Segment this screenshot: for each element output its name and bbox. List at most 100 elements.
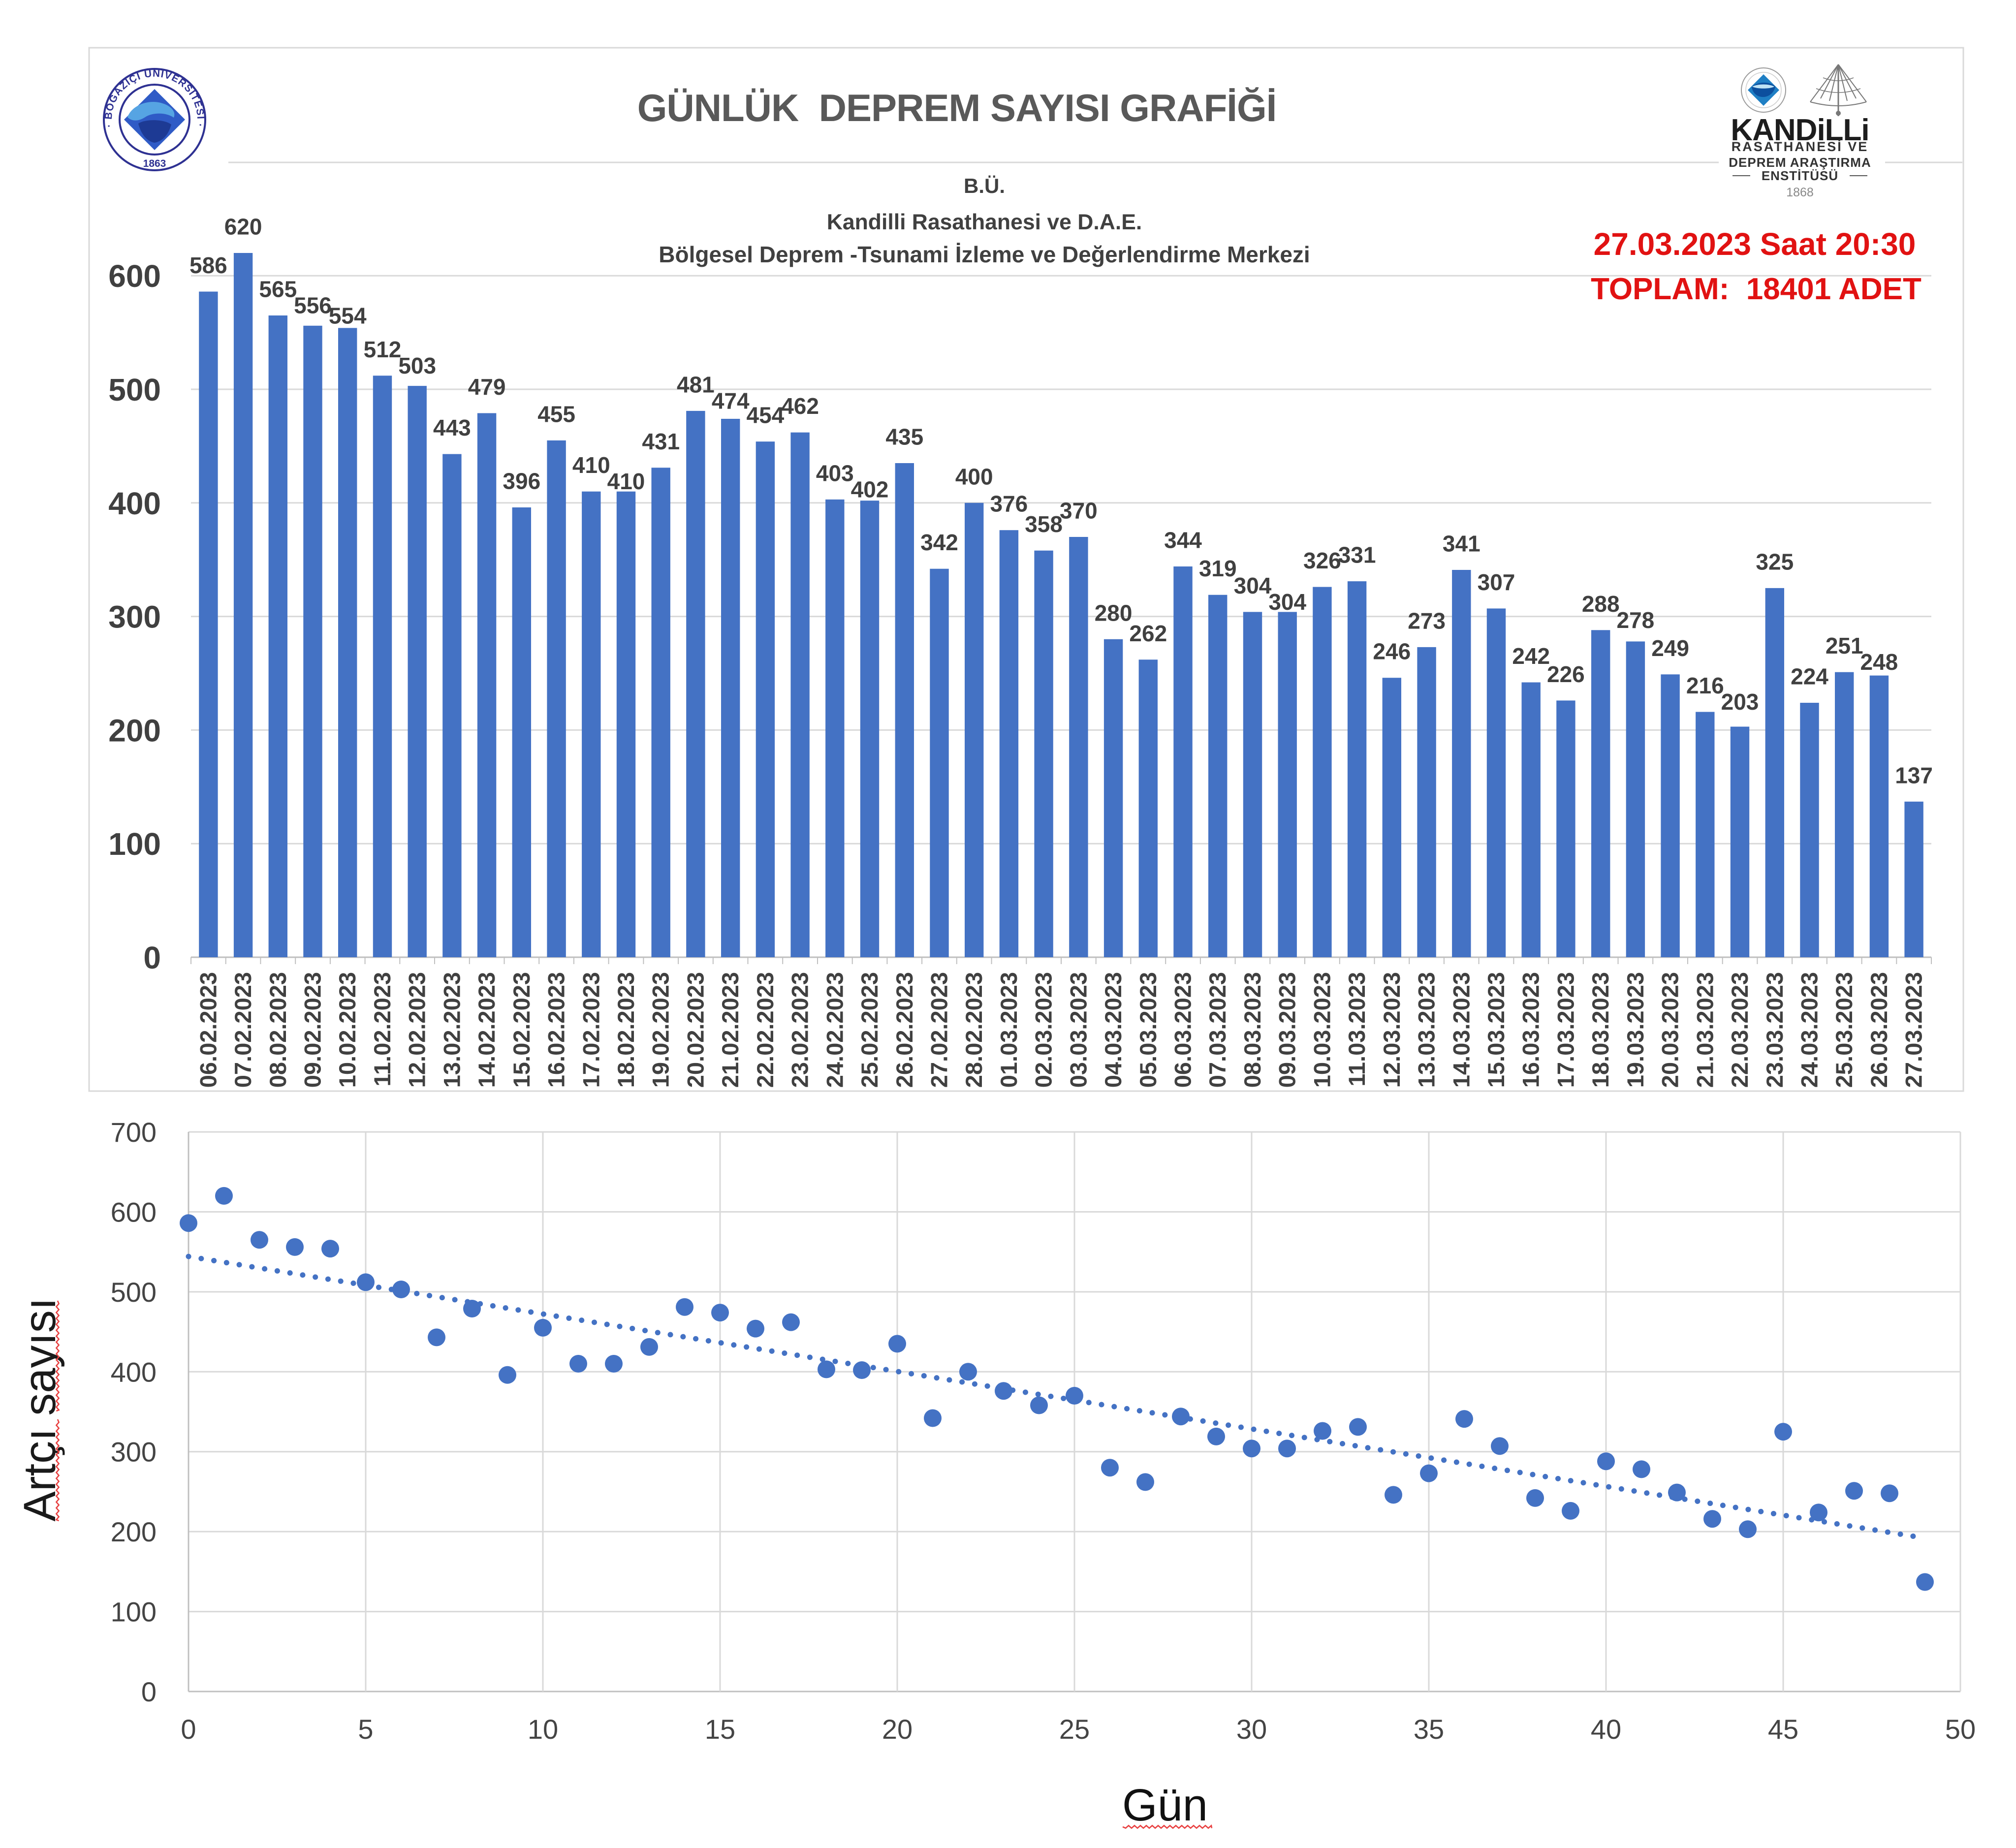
svg-text:262: 262 xyxy=(1129,621,1167,646)
svg-text:09.03.2023: 09.03.2023 xyxy=(1274,972,1300,1088)
svg-text:19.02.2023: 19.02.2023 xyxy=(648,972,674,1088)
svg-text:288: 288 xyxy=(1582,591,1620,617)
svg-text:400: 400 xyxy=(111,1356,157,1387)
svg-text:26.02.2023: 26.02.2023 xyxy=(891,972,917,1088)
svg-text:5: 5 xyxy=(358,1714,373,1745)
svg-text:RASATHANESİ VE: RASATHANESİ VE xyxy=(1732,139,1869,154)
svg-text:KANDiLLi: KANDiLLi xyxy=(1731,113,1869,147)
svg-text:04.03.2023: 04.03.2023 xyxy=(1100,972,1126,1088)
svg-text:25: 25 xyxy=(1059,1714,1090,1745)
svg-text:331: 331 xyxy=(1338,542,1376,568)
svg-text:15: 15 xyxy=(705,1714,735,1745)
svg-text:304: 304 xyxy=(1268,589,1306,615)
svg-text:03.03.2023: 03.03.2023 xyxy=(1065,972,1091,1088)
svg-text:410: 410 xyxy=(607,469,645,494)
svg-text:24.03.2023: 24.03.2023 xyxy=(1796,972,1823,1088)
svg-text:242: 242 xyxy=(1512,643,1550,669)
svg-text:431: 431 xyxy=(642,429,680,454)
svg-text:15.03.2023: 15.03.2023 xyxy=(1483,972,1509,1088)
svg-text:14.03.2023: 14.03.2023 xyxy=(1448,972,1474,1088)
svg-text:11.03.2023: 11.03.2023 xyxy=(1344,972,1370,1087)
svg-text:0: 0 xyxy=(181,1714,196,1745)
svg-text:Gün: Gün xyxy=(1122,1780,1208,1830)
svg-text:13.02.2023: 13.02.2023 xyxy=(439,972,465,1088)
svg-text:512: 512 xyxy=(364,337,402,362)
svg-text:02.03.2023: 02.03.2023 xyxy=(1031,972,1057,1088)
svg-text:556: 556 xyxy=(294,293,332,318)
svg-text:21.03.2023: 21.03.2023 xyxy=(1692,972,1718,1088)
svg-text:01.03.2023: 01.03.2023 xyxy=(996,972,1022,1088)
svg-text:12.03.2023: 12.03.2023 xyxy=(1379,972,1405,1088)
svg-text:11.02.2023: 11.02.2023 xyxy=(369,972,395,1087)
svg-text:358: 358 xyxy=(1025,511,1063,537)
svg-text:216: 216 xyxy=(1686,673,1724,698)
svg-text:474: 474 xyxy=(712,388,750,413)
svg-text:Kandilli Rasathanesi ve D.A.E.: Kandilli Rasathanesi ve D.A.E. xyxy=(827,210,1142,234)
svg-text:200: 200 xyxy=(108,713,161,748)
svg-text:18.02.2023: 18.02.2023 xyxy=(613,972,639,1088)
svg-text:403: 403 xyxy=(816,460,854,486)
svg-text:344: 344 xyxy=(1164,528,1202,553)
svg-text:06.03.2023: 06.03.2023 xyxy=(1170,972,1196,1088)
svg-text:273: 273 xyxy=(1408,608,1446,633)
svg-text:600: 600 xyxy=(111,1196,157,1227)
svg-text:21.02.2023: 21.02.2023 xyxy=(717,972,743,1088)
svg-text:100: 100 xyxy=(111,1597,157,1628)
svg-text:396: 396 xyxy=(503,469,540,494)
svg-text:17.03.2023: 17.03.2023 xyxy=(1552,972,1578,1088)
svg-text:TOPLAM: 18401 ADET: TOPLAM: 18401 ADET xyxy=(1591,272,1922,306)
svg-text:600: 600 xyxy=(108,258,161,294)
svg-text:23.03.2023: 23.03.2023 xyxy=(1762,972,1788,1088)
svg-text:481: 481 xyxy=(677,372,715,397)
svg-text:08.03.2023: 08.03.2023 xyxy=(1239,972,1265,1088)
svg-text:203: 203 xyxy=(1721,689,1759,715)
svg-text:22.03.2023: 22.03.2023 xyxy=(1727,972,1753,1088)
svg-text:09.02.2023: 09.02.2023 xyxy=(300,972,326,1088)
svg-text:400: 400 xyxy=(955,464,993,489)
svg-text:10.03.2023: 10.03.2023 xyxy=(1309,972,1335,1088)
svg-text:20.03.2023: 20.03.2023 xyxy=(1657,972,1683,1088)
svg-text:249: 249 xyxy=(1651,635,1689,661)
svg-text:19.03.2023: 19.03.2023 xyxy=(1622,972,1648,1088)
svg-text:100: 100 xyxy=(108,826,161,862)
svg-text:410: 410 xyxy=(572,452,610,478)
svg-text:280: 280 xyxy=(1095,600,1133,626)
svg-text:26.03.2023: 26.03.2023 xyxy=(1866,972,1892,1088)
svg-text:304: 304 xyxy=(1234,573,1272,598)
svg-text:224: 224 xyxy=(1791,664,1828,689)
svg-text:10: 10 xyxy=(528,1714,558,1745)
svg-text:248: 248 xyxy=(1860,649,1898,675)
svg-text:319: 319 xyxy=(1199,556,1237,581)
svg-text:50: 50 xyxy=(1945,1714,1976,1745)
svg-text:Bölgesel Deprem -Tsunami İzlem: Bölgesel Deprem -Tsunami İzleme ve Değer… xyxy=(659,242,1310,267)
svg-text:370: 370 xyxy=(1060,498,1098,524)
svg-text:GÜNLÜK DEPREM SAYISI GRAFİĞİ: GÜNLÜK DEPREM SAYISI GRAFİĞİ xyxy=(637,86,1277,129)
svg-text:16.02.2023: 16.02.2023 xyxy=(543,972,569,1088)
svg-text:35: 35 xyxy=(1414,1714,1444,1745)
svg-text:07.02.2023: 07.02.2023 xyxy=(230,972,256,1088)
svg-text:620: 620 xyxy=(224,214,262,240)
svg-text:25.03.2023: 25.03.2023 xyxy=(1831,972,1857,1088)
svg-text:23.02.2023: 23.02.2023 xyxy=(787,972,813,1088)
svg-text:45: 45 xyxy=(1768,1714,1798,1745)
svg-text:700: 700 xyxy=(111,1117,157,1148)
svg-text:435: 435 xyxy=(885,424,923,450)
svg-text:30: 30 xyxy=(1236,1714,1267,1745)
svg-text:300: 300 xyxy=(108,599,161,635)
svg-text:20.02.2023: 20.02.2023 xyxy=(682,972,708,1088)
svg-text:251: 251 xyxy=(1826,633,1863,658)
svg-text:DEPREM ARAŞTIRMA: DEPREM ARAŞTIRMA xyxy=(1729,155,1871,170)
svg-text:565: 565 xyxy=(259,277,297,302)
svg-text:12.02.2023: 12.02.2023 xyxy=(404,972,430,1088)
svg-text:200: 200 xyxy=(111,1516,157,1547)
svg-text:300: 300 xyxy=(111,1437,157,1468)
svg-text:326: 326 xyxy=(1303,548,1341,573)
svg-text:342: 342 xyxy=(920,530,958,555)
svg-text:455: 455 xyxy=(537,401,575,427)
svg-text:18.03.2023: 18.03.2023 xyxy=(1587,972,1613,1088)
svg-text:24.02.2023: 24.02.2023 xyxy=(821,972,848,1088)
svg-text:341: 341 xyxy=(1443,531,1480,557)
svg-text:05.03.2023: 05.03.2023 xyxy=(1135,972,1161,1088)
svg-text:0: 0 xyxy=(141,1676,157,1707)
svg-text:27.03.2023: 27.03.2023 xyxy=(1901,972,1927,1088)
